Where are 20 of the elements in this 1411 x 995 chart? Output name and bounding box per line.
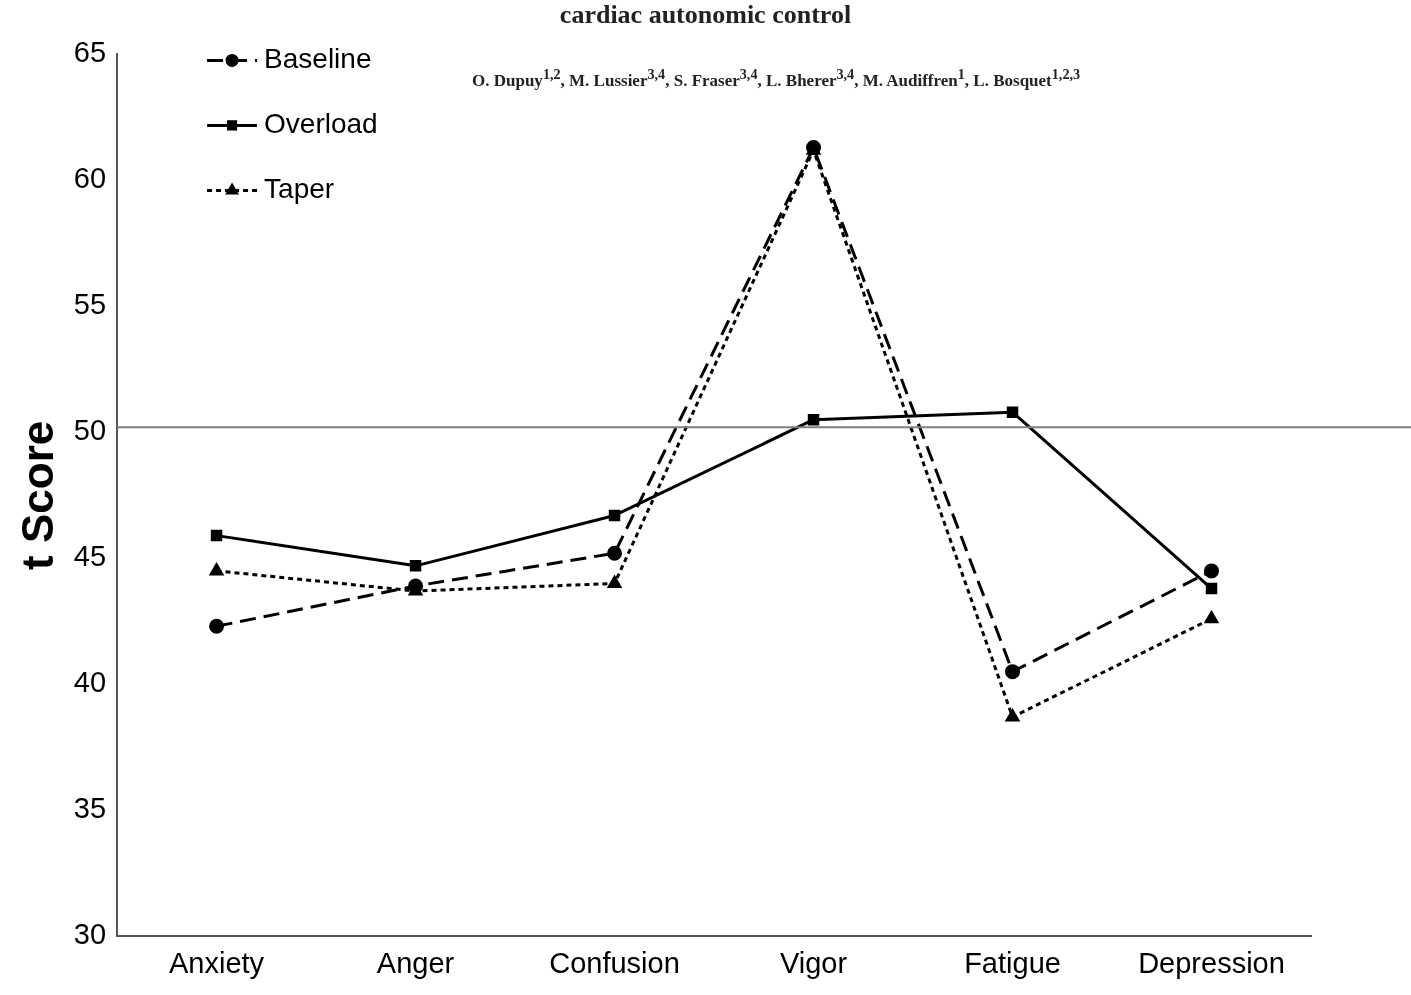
y-tick-label: 55 [73,288,107,321]
x-tick-label: Depression [1138,946,1285,979]
x-tick-label: Anger [376,946,455,979]
legend-label: Overload [264,108,378,140]
legend-label: Baseline [264,43,372,75]
chart-title: cardiac autonomic control [558,0,853,30]
y-tick-label: 40 [73,666,107,699]
y-tick-label: 60 [73,162,107,195]
x-tick-label: Fatigue [964,946,1061,979]
y-axis-title: t Score [12,420,62,570]
x-tick-label: Confusion [549,946,680,979]
y-tick-label: 65 [73,36,107,69]
y-tick-label: 30 [73,918,107,951]
x-tick-label: Vigor [779,946,848,979]
y-tick-label: 50 [73,414,107,447]
x-tick-label: Anxiety [169,946,265,979]
y-tick-label: 35 [73,792,107,825]
y-tick-label: 45 [73,540,107,573]
legend-label: Taper [264,173,335,205]
text: O. Dupuy$^{1,2}$, M. Lussier$^{3,4}$, S. Fraser$^{3,4}$, L. Bherer$^{3,4}$, M. Audiffren$^{1}$, L. Bosquet$^{1,2,3}$ [472,66,1081,90]
